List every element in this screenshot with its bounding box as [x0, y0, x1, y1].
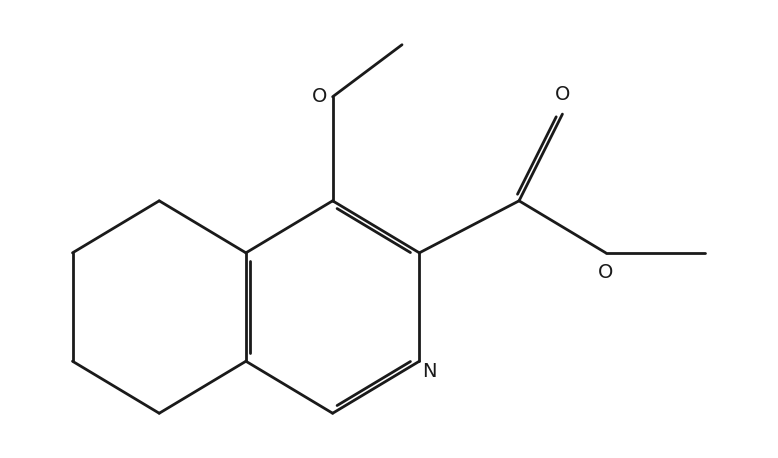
Text: O: O — [555, 85, 570, 104]
Text: O: O — [312, 87, 328, 106]
Text: O: O — [598, 263, 614, 282]
Text: N: N — [422, 362, 437, 381]
